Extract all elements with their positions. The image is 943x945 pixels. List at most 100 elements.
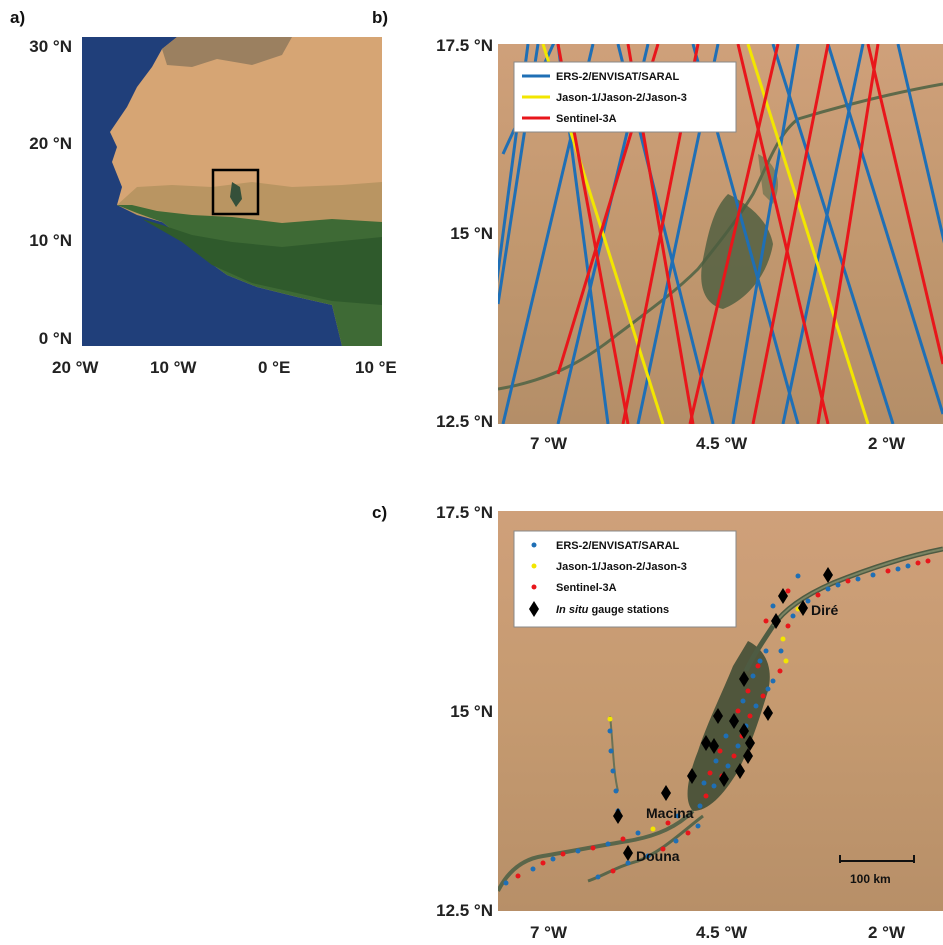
virtual-station-point [607, 716, 613, 722]
virtual-station-point [753, 703, 759, 709]
legend-b-item: ERS-2/ENVISAT/SARAL [556, 71, 680, 83]
virtual-station-point [757, 658, 763, 664]
virtual-station-point [770, 678, 776, 684]
virtual-station-point [713, 758, 719, 764]
panel-b-ytick: 12.5 °N [436, 412, 493, 431]
ground-track-line [746, 44, 870, 424]
map-west-africa[interactable] [82, 37, 382, 346]
virtual-station-point [740, 698, 746, 704]
virtual-station-point [855, 576, 861, 582]
panel-a-xtick: 20 °W [52, 358, 99, 377]
virtual-station-point [608, 748, 614, 754]
virtual-station-point [625, 860, 631, 866]
gauge-station-marker [713, 708, 723, 724]
virtual-station-point [660, 846, 666, 852]
virtual-station-point [675, 813, 681, 819]
virtual-station-point [895, 566, 901, 572]
virtual-station-point [845, 578, 851, 584]
panel-b-ytick: 15 °N [450, 224, 493, 243]
virtual-station-point [905, 563, 911, 569]
legend-c-item: Jason-1/Jason-2/Jason-3 [556, 561, 687, 573]
gauge-station-marker [778, 588, 788, 604]
virtual-station-point [745, 688, 751, 694]
panel-b-xtick: 7 °W [530, 434, 568, 453]
virtual-station-point [605, 841, 611, 847]
virtual-station-point [645, 853, 651, 859]
virtual-station-point [755, 663, 761, 669]
map-altimetry-tracks[interactable]: ERS-2/ENVISAT/SARAL Jason-1/Jason-2/Jaso… [498, 44, 943, 424]
panel-c-xtick: 7 °W [530, 923, 568, 942]
virtual-station-point [805, 598, 811, 604]
gauge-station-marker [701, 735, 711, 751]
ground-track-line [751, 44, 830, 424]
gauge-station-marker [743, 748, 753, 764]
virtual-station-point [515, 873, 521, 879]
virtual-station-point [915, 560, 921, 566]
virtual-station-point [530, 866, 536, 872]
virtual-station-point [795, 573, 801, 579]
virtual-station-point [760, 693, 766, 699]
virtual-station-point [731, 753, 737, 759]
virtual-station-point [550, 856, 556, 862]
ground-track-line [731, 44, 800, 424]
virtual-station-point [673, 838, 679, 844]
panel-c-label: c) [372, 503, 388, 522]
virtual-station-point [707, 770, 713, 776]
virtual-station-point [835, 582, 841, 588]
virtual-station-point [685, 830, 691, 836]
virtual-station-point [717, 748, 723, 754]
gauge-station-marker [709, 738, 719, 754]
virtual-station-point [503, 880, 509, 886]
legend-b: ERS-2/ENVISAT/SARAL Jason-1/Jason-2/Jaso… [513, 61, 737, 133]
panel-a-xtick: 10 °E [355, 358, 397, 377]
virtual-station-point [613, 788, 619, 794]
virtual-station-point [575, 848, 581, 854]
virtual-station-point [590, 845, 596, 851]
scale-bar: 100 km [839, 855, 915, 886]
gauge-station-marker [823, 567, 833, 583]
gauge-station-marker [719, 771, 729, 787]
legend-c: ERS-2/ENVISAT/SARAL Jason-1/Jason-2/Jaso… [513, 530, 737, 628]
virtual-station-point [777, 668, 783, 674]
virtual-station-point [885, 568, 891, 574]
panel-b-xtick: 2 °W [868, 434, 906, 453]
virtual-station-point [770, 603, 776, 609]
panel-c-xtick: 2 °W [868, 923, 906, 942]
panel-a-xtick: 0 °E [258, 358, 291, 377]
virtual-station-point [780, 636, 786, 642]
legend-c-item: Sentinel-3A [556, 582, 617, 594]
ground-track-line [781, 44, 865, 424]
panel-b-xtick: 4.5 °W [696, 434, 748, 453]
scale-bar-label: 100 km [850, 872, 891, 886]
virtual-station-point [783, 658, 789, 664]
gauge-station-marker [739, 671, 749, 687]
panel-a-ytick: 20 °N [29, 134, 72, 153]
gauge-station-marker [729, 713, 739, 729]
ground-track-line [896, 44, 943, 244]
station-label-dire: Diré [811, 602, 838, 618]
gauge-station-marker [661, 785, 671, 801]
virtual-station-point [785, 588, 791, 594]
virtual-station-point [610, 768, 616, 774]
virtual-station-point [763, 648, 769, 654]
gauge-station-marker [735, 763, 745, 779]
gauge-station-marker [763, 705, 773, 721]
virtual-station-point [870, 572, 876, 578]
panel-a-label: a) [10, 8, 26, 27]
virtual-station-point [763, 618, 769, 624]
panel-a-ytick: 30 °N [29, 37, 72, 56]
map-virtual-stations[interactable]: Diré Macina Douna 100 km ERS-2/ENVISAT/S… [498, 511, 943, 911]
virtual-station-point [607, 728, 613, 734]
virtual-station-point [725, 763, 731, 769]
gauge-station-marker [771, 613, 781, 629]
virtual-station-point [701, 780, 707, 786]
panel-a-ytick: 0 °N [38, 329, 72, 348]
gauge-station-marker [623, 845, 633, 861]
virtual-station-point [595, 874, 601, 880]
station-label-douna: Douna [636, 848, 680, 864]
virtual-station-point [765, 686, 771, 692]
virtual-station-point [825, 586, 831, 592]
virtual-station-point [695, 823, 701, 829]
virtual-station-point [540, 860, 546, 866]
virtual-station-point [711, 783, 717, 789]
